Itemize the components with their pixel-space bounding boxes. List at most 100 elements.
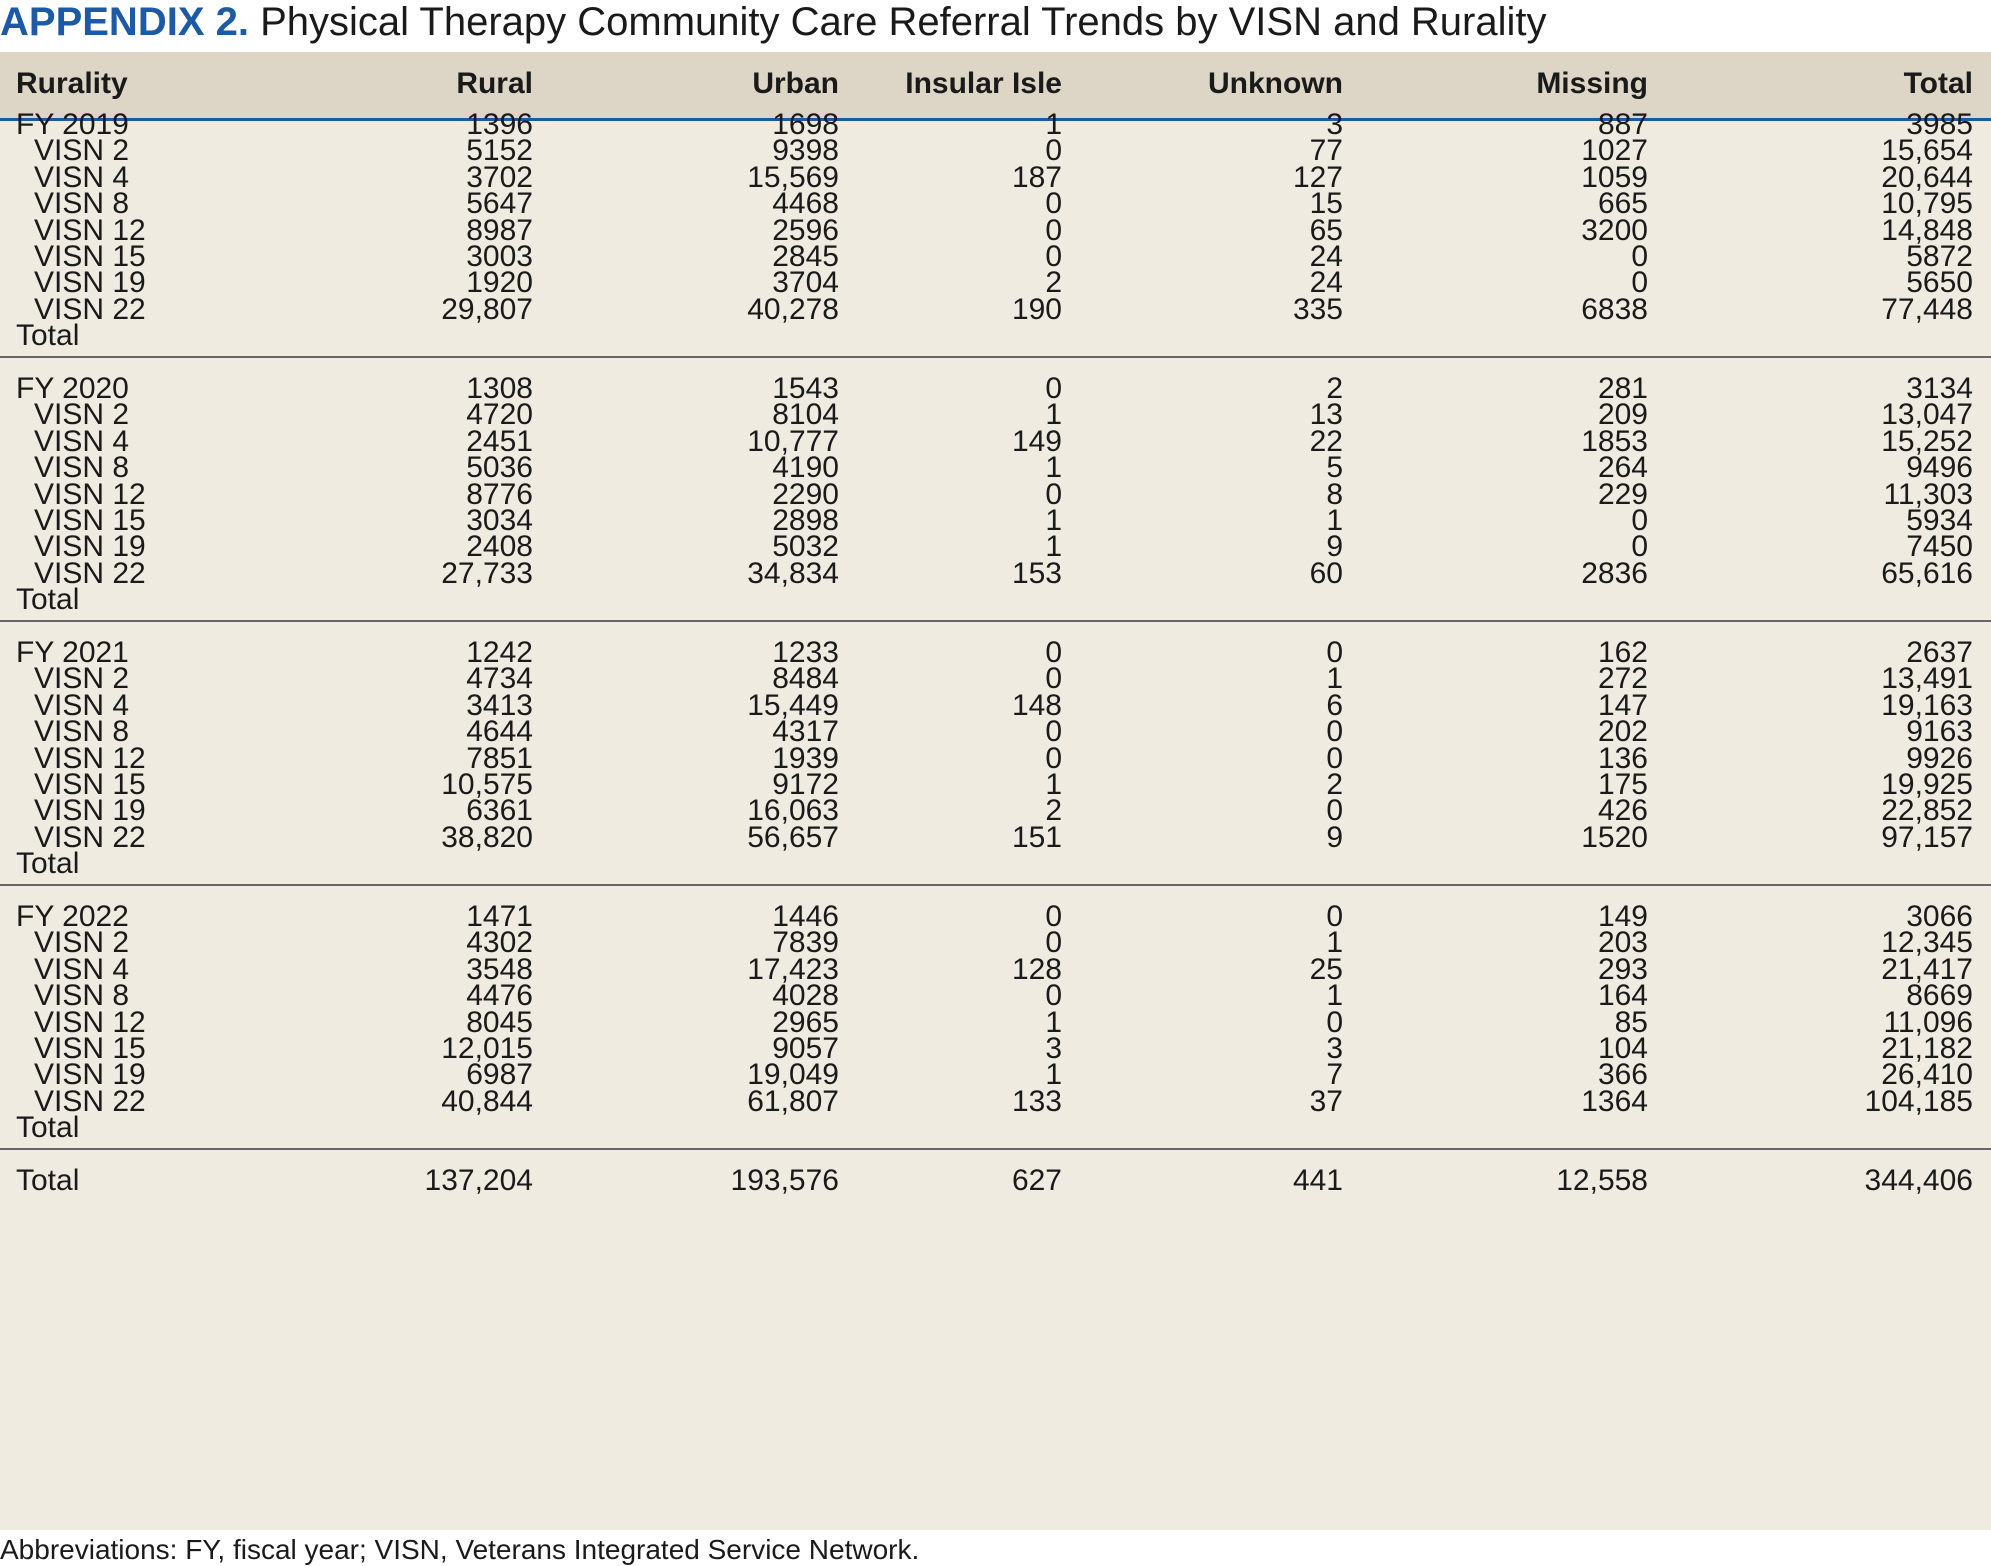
table-cell-rural: 1242 (466, 636, 533, 669)
table-cell-missing: 1059 (1581, 160, 1648, 194)
row-label: VISN 19 (34, 1058, 146, 1092)
table-cell-rural: 1920 (466, 266, 533, 300)
table-cell-insular-isle: 0 (1045, 979, 1062, 1013)
table-cell-urban: 5032 (772, 530, 839, 564)
table-cell-insular-isle: 0 (1045, 926, 1062, 960)
table-cell-total: 2637 (1906, 636, 1973, 669)
row-label: VISN 15 (34, 504, 146, 537)
table-cell-insular-isle: 0 (1045, 662, 1062, 696)
table-cell-unknown: 1 (1326, 979, 1343, 1013)
table-cell-urban: 9057 (772, 1032, 839, 1065)
table-cell-insular-isle: 153 (1011, 556, 1062, 590)
data-table: Rurality Rural Urban Insular Isle Unknown Mis… (0, 52, 1991, 1530)
table-cell-urban: 4468 (772, 187, 839, 221)
table-cell-insular-isle: 151 (1011, 820, 1062, 854)
row-label: VISN 19 (34, 266, 146, 300)
table-cell-rural: 2451 (466, 424, 533, 458)
table-cell-insular-isle: 0 (1045, 900, 1062, 933)
table-cell-rural: 12,015 (441, 1032, 533, 1065)
table-cell-insular-isle: 133 (1011, 1084, 1062, 1118)
table-cell-insular-isle: 1 (1045, 1058, 1062, 1092)
row-label: VISN 22 (34, 292, 146, 326)
table-header-row: Rurality Rural Urban Insular Isle Unknown Mis… (0, 52, 1991, 121)
table-cell-unknown: 2 (1326, 372, 1343, 405)
table-cell-insular-isle: 0 (1045, 741, 1062, 775)
group-divider (0, 620, 1991, 622)
row-label: VISN 15 (34, 1032, 146, 1065)
table-cell-insular-isle: 1 (1045, 504, 1062, 537)
table-cell-total: 3066 (1906, 900, 1973, 933)
table-cell-insular-isle: 190 (1011, 292, 1062, 326)
table-cell-total: 5650 (1906, 266, 1973, 300)
table-cell-missing: 366 (1597, 1058, 1648, 1092)
table-cell-missing: 136 (1597, 741, 1648, 775)
grand-total-insular-isle: 627 (1011, 1164, 1062, 1197)
table-cell-rural: 5036 (466, 451, 533, 485)
table-cell-urban: 4190 (772, 451, 839, 485)
table-cell-rural: 5152 (466, 134, 533, 168)
row-label: VISN 8 (34, 451, 130, 485)
table-cell-rural: 4302 (466, 926, 533, 960)
row-label: VISN 22 (34, 1084, 146, 1118)
table-cell-urban: 10,777 (747, 424, 839, 458)
grand-total-total: 344,406 (1864, 1164, 1973, 1197)
table-cell-unknown: 24 (1309, 266, 1343, 300)
table-cell-unknown: 0 (1326, 1005, 1343, 1039)
appendix-label: APPENDIX 2. (0, 0, 249, 44)
row-label: VISN 12 (34, 213, 146, 247)
table-cell-missing: 149 (1597, 900, 1648, 933)
table-cell-unknown: 22 (1309, 424, 1343, 458)
table-cell-urban: 61,807 (747, 1084, 839, 1118)
row-label: VISN 12 (34, 477, 146, 511)
table-cell-rural: 2408 (466, 530, 533, 564)
row-label: VISN 2 (34, 926, 130, 960)
table-cell-missing: 85 (1614, 1005, 1648, 1039)
row-label: Total (16, 847, 80, 881)
table-cell-urban: 40,278 (747, 292, 839, 326)
table-cell-total: 9163 (1906, 715, 1973, 749)
table-cell-total: 7450 (1906, 530, 1973, 564)
row-label: VISN 19 (34, 530, 146, 564)
table-cell-insular-isle: 1 (1045, 398, 1062, 432)
table-cell-insular-isle: 2 (1045, 794, 1062, 828)
table-cell-unknown: 0 (1326, 636, 1343, 669)
table-cell-urban: 7839 (772, 926, 839, 960)
table-cell-insular-isle: 0 (1045, 187, 1062, 221)
table-cell-total: 13,491 (1881, 662, 1973, 696)
table-cell-urban: 8484 (772, 662, 839, 696)
table-cell-missing: 104 (1597, 1032, 1648, 1065)
table-cell-missing: 3200 (1581, 213, 1648, 247)
row-label: VISN 2 (34, 134, 130, 168)
table-cell-missing: 175 (1597, 768, 1648, 801)
table-cell-rural: 3034 (466, 504, 533, 537)
column-header-rural: Rural (456, 67, 533, 100)
table-cell-unknown: 1 (1326, 504, 1343, 537)
table-cell-unknown: 2 (1326, 768, 1343, 801)
table-cell-urban: 34,834 (747, 556, 839, 590)
row-label: VISN 22 (34, 556, 146, 590)
table-cell-rural: 4734 (466, 662, 533, 696)
row-label: VISN 2 (34, 398, 130, 432)
table-cell-missing: 162 (1597, 636, 1648, 669)
table-cell-missing: 281 (1597, 372, 1648, 405)
group-divider (0, 1148, 1991, 1150)
table-cell-missing: 1027 (1581, 134, 1648, 168)
table-cell-missing: 264 (1597, 451, 1648, 485)
row-label: FY 2019 (16, 108, 129, 141)
table-cell-urban: 1939 (772, 741, 839, 775)
table-cell-rural: 1308 (466, 372, 533, 405)
table-cell-unknown: 9 (1326, 530, 1343, 564)
table-cell-insular-isle: 149 (1011, 424, 1062, 458)
row-label: Total (16, 319, 80, 353)
row-label: Total (16, 1111, 80, 1145)
row-label: VISN 4 (34, 952, 130, 986)
group-divider (0, 356, 1991, 358)
table-cell-total: 65,616 (1881, 556, 1973, 590)
table-cell-missing: 665 (1597, 187, 1648, 221)
table-cell-rural: 1396 (466, 108, 533, 141)
table-cell-urban: 2965 (772, 1005, 839, 1039)
row-label: FY 2022 (16, 900, 129, 933)
table-cell-unknown: 9 (1326, 820, 1343, 854)
table-cell-total: 104,185 (1864, 1084, 1973, 1118)
table-cell-insular-isle: 187 (1011, 160, 1062, 194)
